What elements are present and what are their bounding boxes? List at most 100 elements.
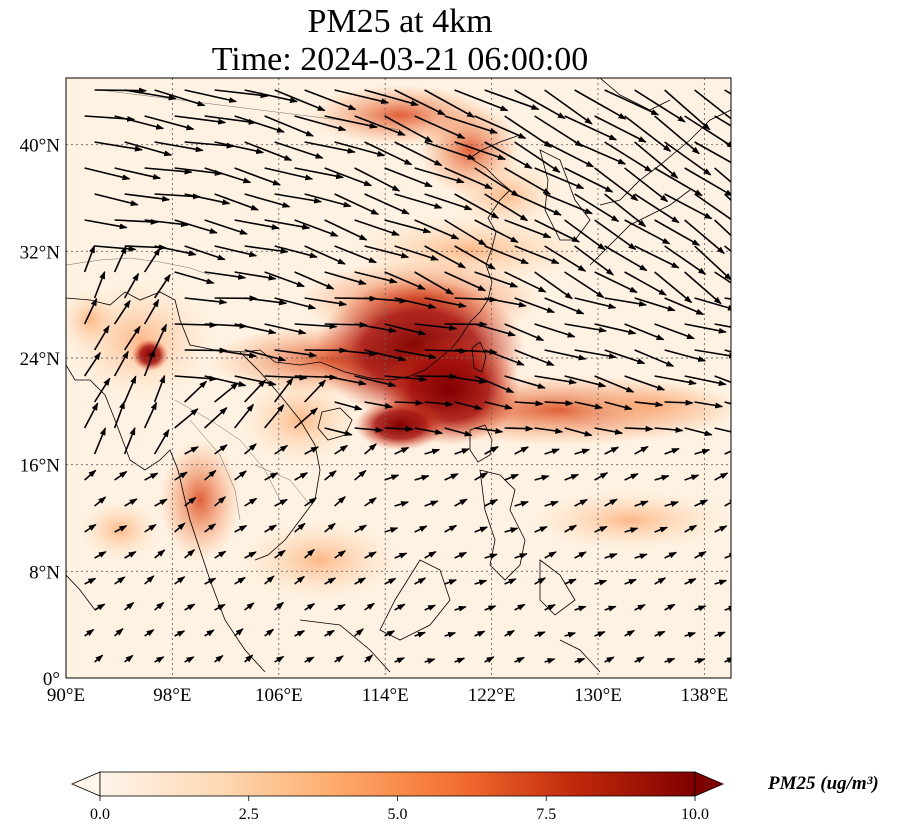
wind-arrow	[504, 375, 546, 389]
wind-arrow	[274, 349, 318, 358]
wind-arrow	[364, 497, 377, 507]
wind-arrow	[354, 375, 397, 388]
wind-arrow	[634, 445, 649, 455]
wind-arrow	[384, 527, 399, 533]
wind-arrow	[424, 245, 466, 269]
colorbar: 0.0 2.5 5.0 7.5 10.0	[70, 771, 725, 823]
wind-arrow	[153, 428, 170, 455]
wind-arrow	[274, 601, 285, 611]
wind-arrow	[364, 443, 377, 455]
wind-arrow	[174, 576, 186, 585]
wind-arrow	[604, 349, 646, 365]
wind-arrow	[274, 141, 324, 159]
wind-arrow	[574, 605, 587, 612]
wind-arrow	[664, 603, 676, 611]
wind-arrow	[354, 167, 401, 192]
wind-arrow	[244, 497, 258, 507]
wind-arrow	[454, 605, 467, 612]
wind-arrow	[414, 631, 426, 638]
wind-arrow	[384, 425, 414, 432]
wind-arrow	[394, 245, 439, 261]
wind-arrow	[244, 297, 288, 306]
wind-arrow	[394, 89, 446, 116]
wind-arrow	[354, 524, 368, 533]
wind-arrow	[334, 141, 386, 157]
wind-arrow	[594, 115, 647, 143]
wind-arrow	[144, 167, 193, 175]
wind-arrow	[184, 549, 196, 559]
wind-arrow	[694, 448, 711, 455]
wind-arrow	[214, 193, 260, 211]
wind-arrow	[574, 193, 620, 223]
wind-arrow	[394, 552, 408, 559]
wind-arrow	[174, 167, 223, 176]
wind-arrow	[624, 578, 637, 585]
wind-arrow	[654, 630, 666, 638]
wind-arrow	[684, 427, 713, 437]
wind-arrow	[414, 525, 428, 533]
wind-arrow	[114, 218, 159, 225]
wind-arrow	[144, 629, 155, 637]
wind-arrow	[354, 219, 400, 236]
wind-arrow	[594, 579, 608, 586]
wind-arrow	[444, 167, 493, 190]
wind-arrow	[514, 603, 526, 611]
x-tick-label: 98°E	[153, 685, 191, 706]
wind-arrow	[334, 245, 378, 264]
wind-arrow	[324, 271, 367, 285]
wind-arrow	[484, 553, 498, 560]
wind-arrow	[294, 219, 339, 237]
wind-arrow	[654, 426, 684, 433]
colorbar-bar	[99, 771, 696, 797]
wind-arrow	[83, 297, 98, 325]
wind-arrow	[324, 219, 368, 241]
wind-arrow	[394, 141, 443, 167]
wind-arrow	[94, 193, 139, 206]
x-tick-label: 130°E	[574, 685, 622, 706]
wind-arrow	[534, 375, 578, 385]
wind-arrow	[694, 141, 731, 164]
wind-arrow	[334, 444, 349, 455]
wind-arrow	[664, 245, 707, 275]
wind-arrow	[294, 407, 318, 429]
wind-arrow	[564, 271, 605, 299]
wind-arrow	[684, 219, 725, 255]
wind-arrow	[724, 447, 731, 455]
wind-arrow	[334, 401, 363, 411]
wind-arrow	[474, 323, 516, 337]
wind-arrow	[184, 297, 228, 305]
wind-arrow	[304, 446, 320, 455]
wind-arrow	[574, 297, 617, 310]
wind-arrow	[214, 550, 227, 559]
wind-arrow	[634, 500, 649, 507]
wind-arrow	[594, 167, 639, 202]
y-tick-label: 8°N	[29, 562, 60, 583]
wind-arrow	[114, 167, 162, 180]
wind-arrow	[83, 244, 96, 273]
x-tick-label: 122°E	[468, 685, 516, 706]
wind-arrow	[564, 167, 614, 193]
wind-arrow	[664, 349, 707, 362]
wind-arrow	[484, 401, 513, 410]
wind-arrow	[364, 551, 377, 559]
wind-arrow	[364, 245, 410, 259]
wind-arrow	[124, 654, 134, 663]
wind-arrow	[234, 628, 244, 637]
wind-arrow	[454, 89, 509, 112]
wind-arrow	[414, 115, 466, 140]
wind-arrow	[714, 271, 731, 284]
wind-arrow	[504, 271, 547, 293]
wind-arrow	[684, 167, 731, 197]
wind-arrow	[424, 400, 454, 407]
wind-arrow	[624, 167, 669, 203]
wind-arrow	[504, 578, 517, 585]
x-tick-label: 106°E	[255, 685, 303, 706]
wind-arrow	[564, 323, 608, 333]
wind-arrow	[504, 323, 545, 342]
y-tick-label: 32°N	[20, 242, 61, 263]
wind-arrow	[654, 526, 669, 533]
wind-arrow	[514, 501, 529, 507]
wind-arrow	[414, 427, 444, 435]
wind-arrow	[564, 473, 580, 481]
wind-arrow	[454, 551, 468, 559]
